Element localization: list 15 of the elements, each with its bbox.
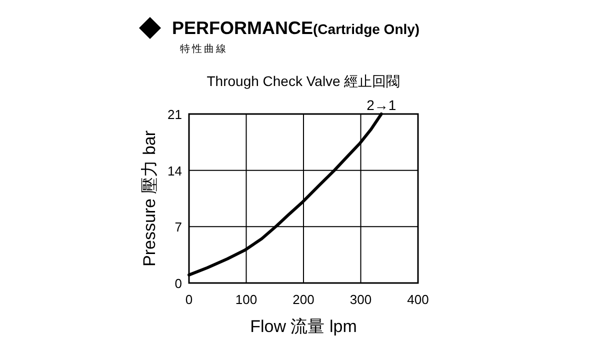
x-tick-label: 300 bbox=[350, 292, 372, 307]
x-tick-label: 200 bbox=[292, 292, 314, 307]
x-axis-title: Flow 流量 lpm bbox=[250, 317, 357, 336]
x-tick-label: 0 bbox=[185, 292, 193, 307]
text: Through Check Valve 經止回閥 bbox=[206, 73, 400, 89]
x-tick-label: 100 bbox=[235, 292, 258, 307]
annotation: 2→1 bbox=[366, 97, 396, 113]
x-tick-label: 400 bbox=[407, 292, 429, 307]
y-tick-label: 21 bbox=[168, 107, 182, 122]
y-tick-label: 14 bbox=[168, 163, 182, 178]
y-axis-title: Pressure 壓力 bar bbox=[140, 130, 159, 267]
chart-title: PERFORMANCE(Cartridge Only) bbox=[172, 18, 420, 38]
y-tick-label: 0 bbox=[174, 276, 182, 291]
chart-subtitle: 特性曲線 bbox=[180, 43, 228, 55]
y-tick-label: 7 bbox=[174, 220, 182, 235]
